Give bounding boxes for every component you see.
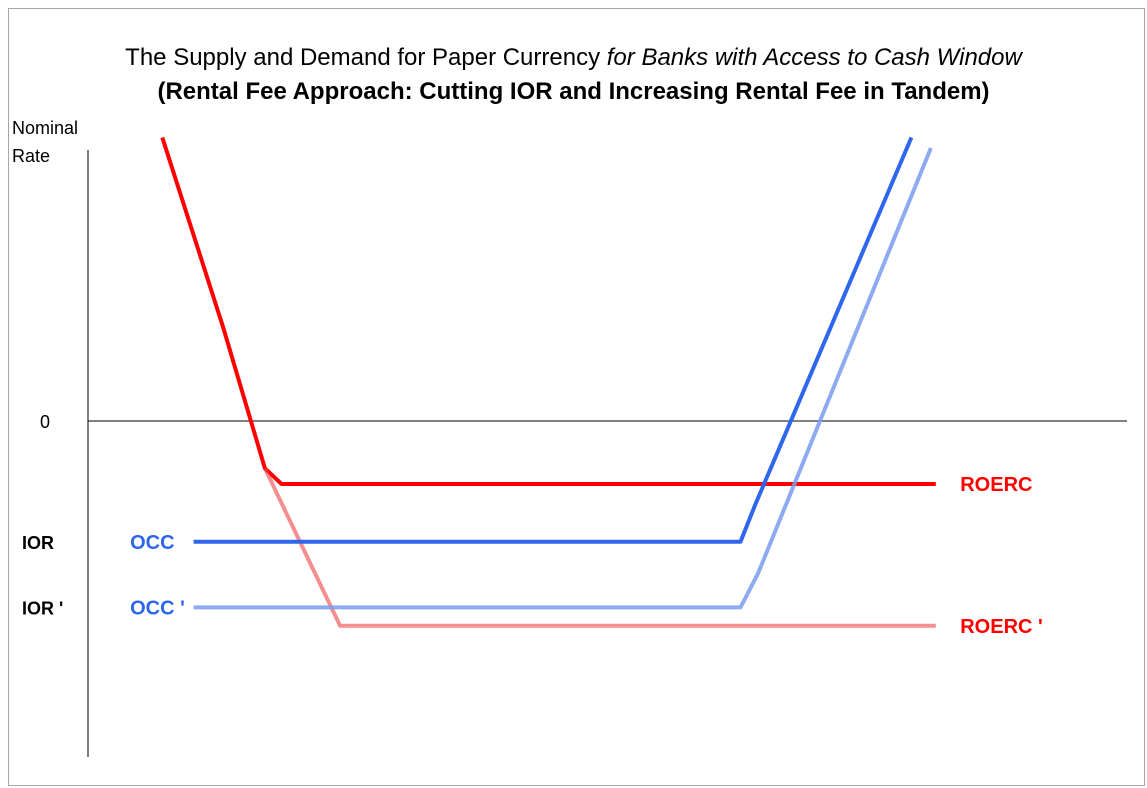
series-label: ROERC ' bbox=[960, 616, 1043, 638]
series-label: OCC ' bbox=[130, 597, 185, 619]
chart-frame bbox=[8, 8, 1145, 786]
series-line-roerc-prime bbox=[263, 467, 936, 628]
chart-subtitle: (Rental Fee Approach: Cutting IOR and In… bbox=[157, 78, 990, 105]
series-line-occ bbox=[193, 136, 914, 544]
chart-title: The Supply and Demand for Paper Currency… bbox=[0, 44, 1147, 72]
y-tick-label: IOR bbox=[22, 533, 54, 553]
y-tick-label: IOR ' bbox=[22, 598, 63, 618]
series-line-roerc bbox=[160, 136, 936, 486]
chart-title-italic: for Banks with Access to Cash Window bbox=[606, 44, 1022, 71]
y-tick-label: 0 bbox=[40, 412, 50, 432]
series-line-occ-prime bbox=[193, 147, 933, 610]
y-axis-label-line2: Rate bbox=[12, 146, 51, 166]
y-axis-label-line1: Nominal bbox=[12, 118, 79, 138]
series-label: ROERC bbox=[960, 474, 1032, 496]
chart-title-main: The Supply and Demand for Paper Currency bbox=[125, 44, 601, 71]
series-label: OCC bbox=[130, 532, 174, 554]
y-axis-label: Nominal Rate bbox=[12, 114, 85, 170]
